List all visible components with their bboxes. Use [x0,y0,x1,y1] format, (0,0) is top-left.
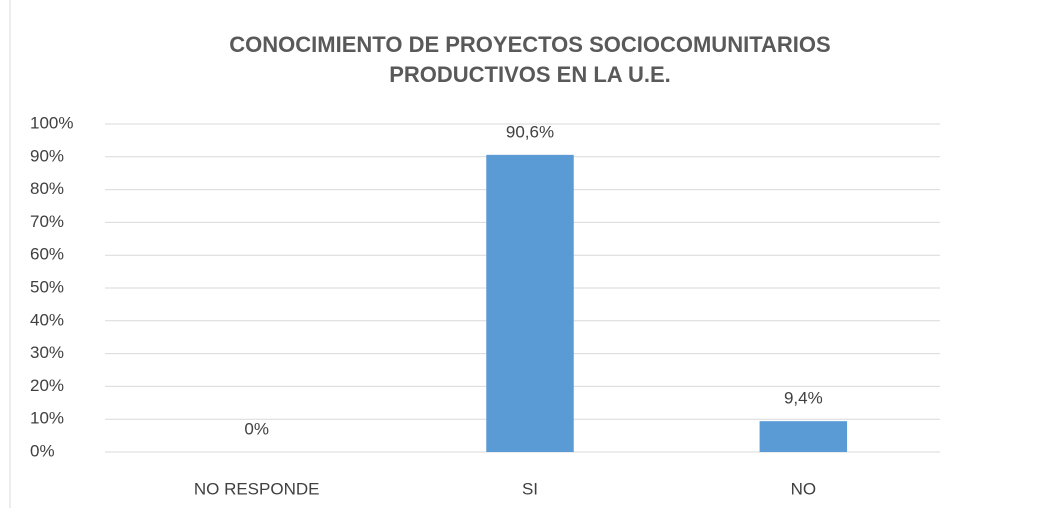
y-tick-label: 70% [30,212,64,231]
y-tick-label: 100% [30,113,73,132]
x-tick-label: NO [791,479,817,498]
chart-border [9,0,11,508]
bar [759,421,848,452]
y-tick-label: 0% [30,441,55,460]
y-tick-label: 30% [30,343,64,362]
y-tick-label: 80% [30,179,64,198]
y-tick-label: 60% [30,245,64,264]
x-tick-label: NO RESPONDE [194,479,320,498]
x-tick-label: SI [522,479,538,498]
y-tick-label: 40% [30,310,64,329]
data-label: 0% [244,419,269,438]
y-tick-label: 50% [30,277,64,296]
bar [486,154,574,452]
y-tick-label: 90% [30,146,64,165]
data-label: 90,6% [506,122,554,141]
chart-title: PRODUCTIVOS EN LA U.E. [389,62,671,87]
chart-title: CONOCIMIENTO DE PROYECTOS SOCIOCOMUNITAR… [229,32,830,57]
y-tick-label: 20% [30,376,64,395]
y-tick-label: 10% [30,409,64,428]
data-label: 9,4% [784,389,823,408]
